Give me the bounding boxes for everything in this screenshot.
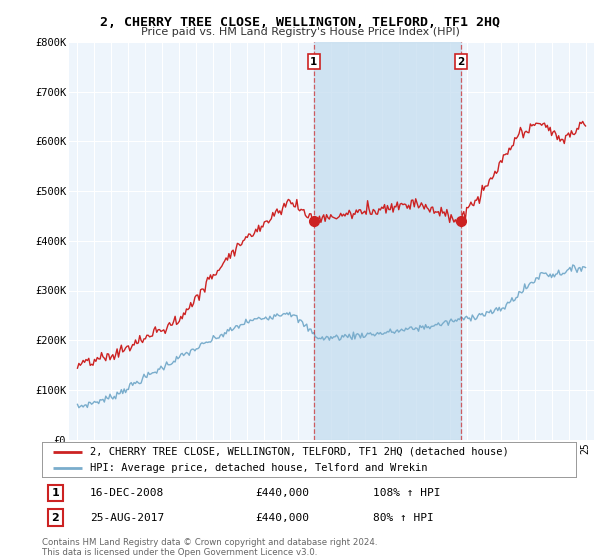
Text: 2: 2 bbox=[457, 57, 464, 67]
Text: 2: 2 bbox=[52, 512, 59, 522]
Text: 2, CHERRY TREE CLOSE, WELLINGTON, TELFORD, TF1 2HQ: 2, CHERRY TREE CLOSE, WELLINGTON, TELFOR… bbox=[100, 16, 500, 29]
Text: 80% ↑ HPI: 80% ↑ HPI bbox=[373, 512, 434, 522]
Text: £440,000: £440,000 bbox=[256, 488, 310, 498]
Text: Contains HM Land Registry data © Crown copyright and database right 2024.
This d: Contains HM Land Registry data © Crown c… bbox=[42, 538, 377, 557]
Text: 1: 1 bbox=[52, 488, 59, 498]
Text: 2, CHERRY TREE CLOSE, WELLINGTON, TELFORD, TF1 2HQ (detached house): 2, CHERRY TREE CLOSE, WELLINGTON, TELFOR… bbox=[90, 447, 509, 457]
Text: 108% ↑ HPI: 108% ↑ HPI bbox=[373, 488, 440, 498]
Text: Price paid vs. HM Land Registry's House Price Index (HPI): Price paid vs. HM Land Registry's House … bbox=[140, 27, 460, 37]
Text: 1: 1 bbox=[310, 57, 317, 67]
Bar bbox=[314, 42, 461, 440]
Text: 25-AUG-2017: 25-AUG-2017 bbox=[90, 512, 164, 522]
Text: £440,000: £440,000 bbox=[256, 512, 310, 522]
Text: HPI: Average price, detached house, Telford and Wrekin: HPI: Average price, detached house, Telf… bbox=[90, 463, 428, 473]
Text: 16-DEC-2008: 16-DEC-2008 bbox=[90, 488, 164, 498]
